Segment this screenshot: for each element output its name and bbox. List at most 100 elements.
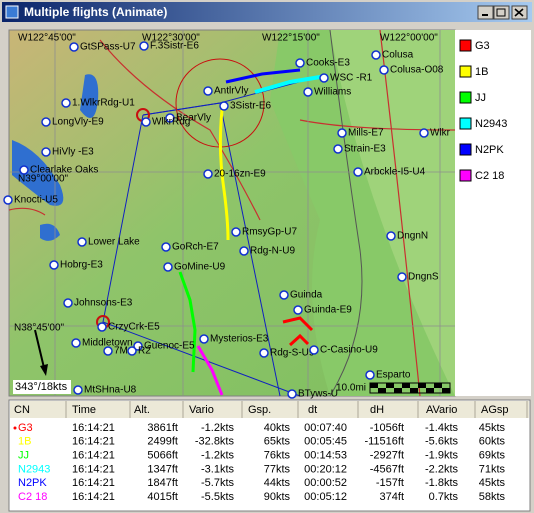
waypoint-icon bbox=[141, 117, 151, 127]
waypoint-icon bbox=[231, 227, 241, 237]
scale-segment bbox=[370, 383, 378, 388]
waypoint-icon bbox=[199, 334, 209, 344]
track bbox=[225, 68, 301, 84]
legend-panel bbox=[455, 30, 531, 396]
task-lines bbox=[102, 74, 326, 397]
waypoint-label: Clearlake Oaks bbox=[30, 165, 98, 176]
table-cell: 90kts bbox=[264, 491, 291, 503]
table-cell: -1056ft bbox=[370, 422, 404, 434]
waypoint-label: Esparto bbox=[376, 370, 411, 381]
waypoint-icon bbox=[279, 290, 289, 300]
table-cell: -1.2kts bbox=[201, 450, 235, 462]
waypoint-icon bbox=[293, 305, 303, 315]
table-cell: 0.7kts bbox=[429, 491, 459, 503]
waypoint-label: R2 bbox=[138, 346, 151, 357]
waypoint-label: Mills-E7 bbox=[348, 128, 384, 139]
maximize-button[interactable] bbox=[493, 5, 510, 20]
table-cell: G3 bbox=[18, 422, 33, 434]
waypoint-label: DngnN bbox=[397, 231, 428, 242]
waypoint-label: GtSPass-U7 bbox=[80, 42, 136, 53]
scale-segment bbox=[442, 388, 450, 393]
waypoint-icon bbox=[239, 246, 249, 256]
title-bar bbox=[2, 2, 532, 22]
table-cell: 45kts bbox=[479, 477, 506, 489]
waypoint-icon bbox=[133, 341, 143, 351]
lake bbox=[12, 140, 64, 206]
waypoint-label: Colusa bbox=[382, 50, 414, 61]
legend-swatch bbox=[459, 65, 472, 78]
map[interactable]: GtSPass-U7 F.3Sistr-E6 Cooks-E3 Colusa Colus… bbox=[3, 29, 456, 400]
table-panel bbox=[8, 399, 531, 512]
table-cell: -11516ft bbox=[364, 436, 404, 448]
track bbox=[196, 345, 224, 396]
minimize-button[interactable] bbox=[477, 5, 494, 20]
waypoint-label: 20-16zn-E9 bbox=[214, 169, 266, 180]
column-header: dH bbox=[370, 404, 384, 416]
flight-tracks bbox=[178, 68, 327, 396]
waypoint-icon bbox=[365, 370, 375, 380]
waypoint-label: Knocti-U5 bbox=[14, 195, 58, 206]
waypoint-label: Johnsons-E3 bbox=[74, 298, 133, 309]
table-cell: 16:14:21 bbox=[72, 491, 115, 503]
graticule bbox=[9, 30, 455, 396]
scale-bar bbox=[369, 382, 451, 394]
table-cell: -32.8kts bbox=[195, 436, 235, 448]
table-cell: 16:14:21 bbox=[72, 422, 115, 434]
table-cell: 1347ft bbox=[147, 463, 178, 475]
table-cell: 2499ft bbox=[147, 436, 178, 448]
roads bbox=[8, 29, 456, 397]
column-header: Vario bbox=[189, 404, 214, 416]
table-cell: 00:05:12 bbox=[304, 491, 347, 503]
grid-label: N38°45'00" bbox=[14, 323, 64, 334]
scale-segment bbox=[394, 388, 402, 393]
waypoint-icon bbox=[353, 167, 363, 177]
table-cell: 374ft bbox=[380, 491, 404, 503]
wind-label: 343°/18kts bbox=[15, 381, 68, 393]
window-title: Multiple flights (Animate) bbox=[24, 5, 167, 19]
table-cell: 00:05:45 bbox=[304, 436, 347, 448]
waypoint-icon bbox=[386, 231, 396, 241]
waypoint-icon bbox=[127, 346, 137, 356]
table-cell: 4015ft bbox=[147, 491, 178, 503]
legend-label: N2943 bbox=[475, 118, 507, 130]
waypoint-icon bbox=[73, 385, 83, 395]
waypoint-label: CrzyCrk-E5 bbox=[108, 322, 160, 333]
scale-segment bbox=[378, 388, 386, 393]
waypoint-icon bbox=[3, 195, 13, 205]
column-header: Gsp. bbox=[248, 404, 271, 416]
waypoint-label: Guenoc-E5 bbox=[144, 341, 195, 352]
window-buttons[interactable] bbox=[477, 5, 528, 20]
waypoint-icon bbox=[203, 86, 213, 96]
waypoint-icon bbox=[287, 389, 297, 399]
table-cell: 16:14:21 bbox=[72, 450, 115, 462]
waypoints: GtSPass-U7 F.3Sistr-E6 Cooks-E3 Colusa Colus… bbox=[3, 41, 451, 400]
waypoint-label: Wlkr bbox=[430, 128, 451, 139]
scale-segment bbox=[410, 388, 418, 393]
table-cell: -2.2kts bbox=[425, 463, 459, 475]
waypoint-label: Mysterios-E3 bbox=[210, 334, 269, 345]
grid-label: W122°15'00" bbox=[262, 33, 320, 44]
waypoint-icon bbox=[319, 73, 329, 83]
table-cell: 00:20:12 bbox=[304, 463, 347, 475]
waypoint-label: Cooks-E3 bbox=[306, 58, 350, 69]
waypoint-icon bbox=[333, 144, 343, 154]
table-cell: -5.5kts bbox=[201, 491, 235, 503]
table-cell: N2943 bbox=[18, 463, 50, 475]
legend-swatch bbox=[459, 143, 472, 156]
waypoint-label: 1.WlkrRdg-U1 bbox=[72, 98, 135, 109]
waypoint-icon bbox=[295, 58, 305, 68]
flight-table: CN Time Alt. Vario Gsp. dt dH AVario AGsp G3 16:14… bbox=[13, 401, 528, 503]
table-cell: -5.7kts bbox=[201, 477, 235, 489]
waypoint-label: BTyws-U bbox=[298, 389, 338, 400]
waypoint-icon bbox=[77, 237, 87, 247]
waypoint-label: Guinda-E9 bbox=[304, 305, 352, 316]
legend-label: G3 bbox=[475, 40, 490, 52]
legend-swatch bbox=[459, 91, 472, 104]
legend-swatch bbox=[459, 117, 472, 130]
waypoint-label: Hobrg-E3 bbox=[60, 260, 103, 271]
table-cell: 00:14:53 bbox=[304, 450, 347, 462]
waypoint-icon bbox=[379, 65, 389, 75]
table-cell: 69kts bbox=[479, 450, 506, 462]
waypoint-icon bbox=[397, 272, 407, 282]
